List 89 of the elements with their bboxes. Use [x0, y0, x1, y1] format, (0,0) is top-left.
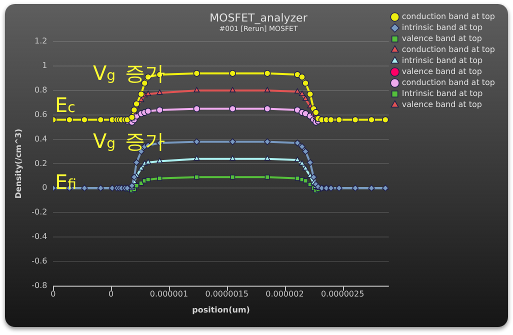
point: [81, 116, 88, 124]
point: [130, 174, 138, 181]
point: [294, 156, 300, 162]
y-tick-label: 0.6: [34, 110, 48, 119]
y-tick-label: 0: [42, 183, 48, 192]
point: [133, 159, 140, 166]
legend-label: valence band at top: [402, 34, 482, 44]
point: [230, 155, 236, 161]
point: [368, 116, 375, 124]
point: [264, 105, 271, 112]
point: [194, 155, 200, 161]
y-tick-label: 1: [42, 61, 48, 70]
point: [382, 116, 389, 124]
point: [230, 87, 236, 92]
y-tick-label: -0.8: [32, 280, 48, 290]
legend-label: Intrinsic band at top: [402, 89, 483, 98]
point: [352, 116, 359, 124]
point: [294, 88, 300, 94]
x-tick-label: 0.0000015: [205, 290, 248, 299]
x-tick-label: 0: [50, 290, 56, 299]
legend-label: valence band at top: [402, 67, 482, 76]
legend-label: conduction band at top: [402, 78, 495, 88]
point: [303, 178, 308, 184]
point: [302, 96, 309, 101]
point: [229, 138, 236, 146]
point: [146, 177, 151, 182]
point: [264, 174, 270, 180]
point: [138, 165, 144, 170]
legend-label: conduction band at top: [402, 12, 495, 22]
point: [299, 90, 306, 96]
point: [156, 89, 163, 95]
point: [193, 105, 200, 112]
chart-title: MOSFET_analyzer: [210, 11, 308, 24]
point: [145, 90, 152, 96]
point: [156, 106, 164, 114]
point: [294, 176, 300, 181]
point: [264, 138, 271, 146]
legend-label: intrinsic band at top: [402, 23, 483, 32]
x-tick-label: 0.0000025: [320, 290, 364, 299]
point: [229, 105, 236, 112]
legend-label: intrinsic band at top: [402, 56, 483, 66]
annotation: Ec: [55, 93, 76, 117]
y-tick-label: -0.4: [32, 232, 48, 242]
y-tick-label: 0.8: [34, 86, 48, 95]
y-tick-label: -0.6: [32, 256, 48, 266]
point: [310, 174, 318, 181]
point: [157, 176, 162, 181]
legend-label: conduction band at top: [402, 45, 495, 54]
point: [306, 159, 314, 166]
x-tick-label: 0: [108, 290, 114, 299]
point: [156, 158, 163, 164]
y-tick-label: 0.4: [34, 134, 48, 144]
point: [193, 70, 200, 77]
point: [306, 90, 314, 98]
annotation: Vg 증가: [93, 61, 165, 85]
x-tick-label: 0.000001: [150, 290, 188, 299]
point: [302, 165, 309, 170]
point: [144, 108, 152, 115]
point: [264, 70, 271, 77]
point: [230, 174, 236, 180]
point: [66, 116, 73, 124]
point: [194, 87, 200, 92]
point: [133, 100, 140, 108]
point: [312, 109, 320, 116]
point: [138, 180, 144, 186]
point: [97, 116, 104, 124]
annotation: Vg 증가: [93, 129, 165, 153]
point: [298, 143, 306, 150]
point: [138, 90, 145, 98]
point: [336, 116, 342, 124]
point: [145, 159, 152, 164]
point: [299, 160, 306, 166]
y-tick-label: 0.2: [34, 158, 48, 168]
y-tick-label: -0.2: [32, 208, 48, 217]
x-tick-label: 0.000002: [266, 290, 304, 299]
y-axis-title: Density(/cm^3): [14, 128, 23, 199]
point: [302, 80, 309, 87]
point: [264, 87, 270, 92]
point: [298, 74, 306, 80]
legend-label: valence band at top: [402, 100, 482, 110]
x-axis-title: position(um): [192, 305, 250, 314]
point: [194, 174, 200, 180]
point: [264, 155, 270, 161]
y-tick-label: 1.2: [34, 36, 48, 46]
point: [193, 138, 200, 146]
point: [229, 70, 236, 77]
point: [328, 116, 334, 124]
point: [302, 148, 309, 155]
point: [294, 140, 301, 146]
